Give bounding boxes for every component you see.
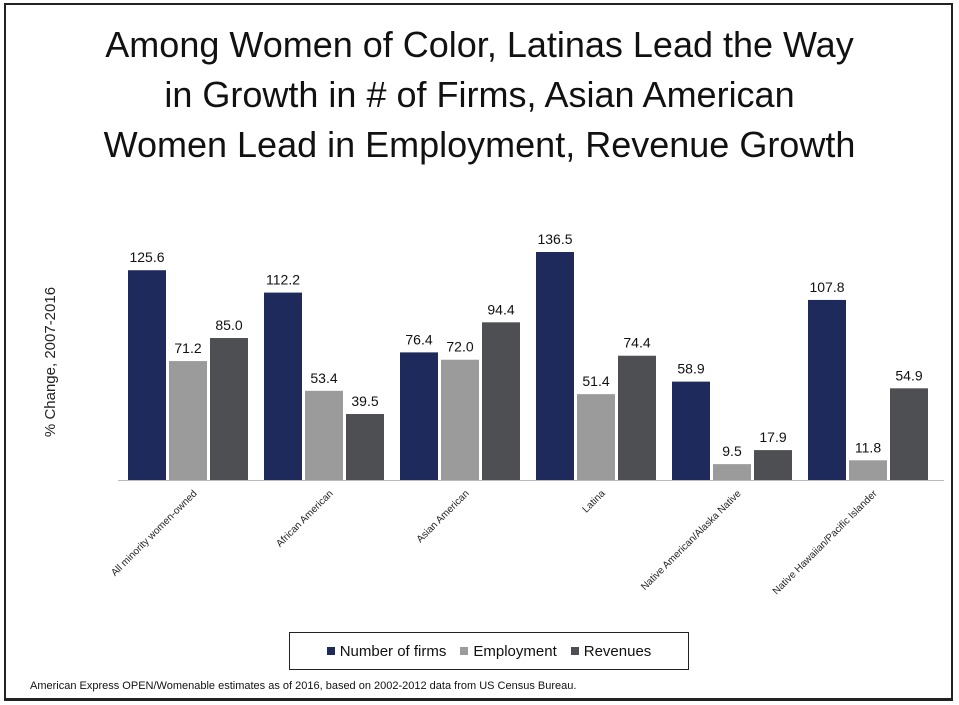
bar-4-2 (754, 450, 792, 480)
legend-label-employment: Employment (473, 642, 557, 660)
bar-1-1 (305, 390, 343, 480)
data-label-3-2: 74.4 (623, 335, 650, 351)
data-label-5-0: 107.8 (809, 279, 844, 295)
chart-frame (4, 3, 953, 701)
y-axis-label: % Change, 2007-2016 (42, 287, 59, 437)
data-label-5-2: 54.9 (895, 367, 922, 383)
bar-5-0 (808, 299, 846, 480)
data-label-0-0: 125.6 (129, 249, 164, 265)
bar-2-0 (400, 352, 438, 480)
bar-0-0 (128, 270, 166, 480)
bar-3-2 (618, 355, 656, 480)
legend-swatch-employment (460, 647, 469, 655)
data-label-3-0: 136.5 (537, 231, 572, 247)
legend-label-firms: Number of firms (339, 642, 447, 660)
data-label-1-2: 39.5 (351, 393, 378, 409)
legend: Number of firms Employment Revenues (289, 632, 689, 670)
data-label-1-1: 53.4 (310, 370, 337, 386)
category-label-5: Native Hawaiian/Pacific Islander (771, 488, 880, 597)
data-label-1-0: 112.2 (266, 272, 300, 288)
bar-2-1 (441, 359, 479, 480)
title-line-2: in Growth in # of Firms, Asian American (164, 74, 795, 115)
source-note: American Express OPEN/Womenable estimate… (30, 680, 577, 692)
bar-1-0 (264, 292, 302, 480)
data-label-4-1: 9.5 (722, 443, 742, 459)
bar-3-1 (577, 394, 615, 480)
legend-swatch-firms (326, 647, 335, 655)
bar-4-0 (672, 381, 710, 480)
legend-label-revenues: Revenues (583, 642, 652, 660)
data-label-3-1: 51.4 (582, 373, 609, 389)
bar-5-2 (890, 388, 928, 480)
title-line-3: Women Lead in Employment, Revenue Growth (103, 124, 856, 165)
data-label-2-0: 76.4 (405, 331, 432, 347)
chart-title: Among Women of Color, Latinas Lead the W… (0, 20, 959, 170)
title-line-1: Among Women of Color, Latinas Lead the W… (105, 24, 854, 65)
legend-item-employment: Employment (460, 642, 557, 660)
data-label-2-1: 72.0 (446, 339, 473, 355)
data-label-0-1: 71.2 (174, 340, 201, 356)
legend-swatch-revenues (570, 647, 579, 655)
category-label-3: Latina (581, 488, 608, 515)
bar-0-1 (169, 361, 207, 480)
legend-item-revenues: Revenues (570, 642, 652, 660)
category-label-4: Native American/Alaska Native (639, 488, 744, 593)
bar-0-2 (210, 338, 248, 480)
bar-4-1 (713, 464, 751, 480)
bar-5-1 (849, 460, 887, 480)
data-label-4-0: 58.9 (677, 361, 704, 377)
category-label-2: Asian American (415, 488, 472, 545)
bar-3-0 (536, 252, 574, 480)
data-label-2-2: 94.4 (487, 301, 514, 317)
data-label-5-1: 11.8 (855, 439, 881, 455)
category-label-0: All minority women-owned (109, 488, 199, 578)
data-label-4-2: 17.9 (759, 429, 786, 445)
bar-1-2 (346, 414, 384, 480)
bar-2-2 (482, 322, 520, 480)
data-label-0-2: 85.0 (215, 317, 242, 333)
category-label-1: African American (274, 488, 335, 549)
legend-item-firms: Number of firms (326, 642, 447, 660)
